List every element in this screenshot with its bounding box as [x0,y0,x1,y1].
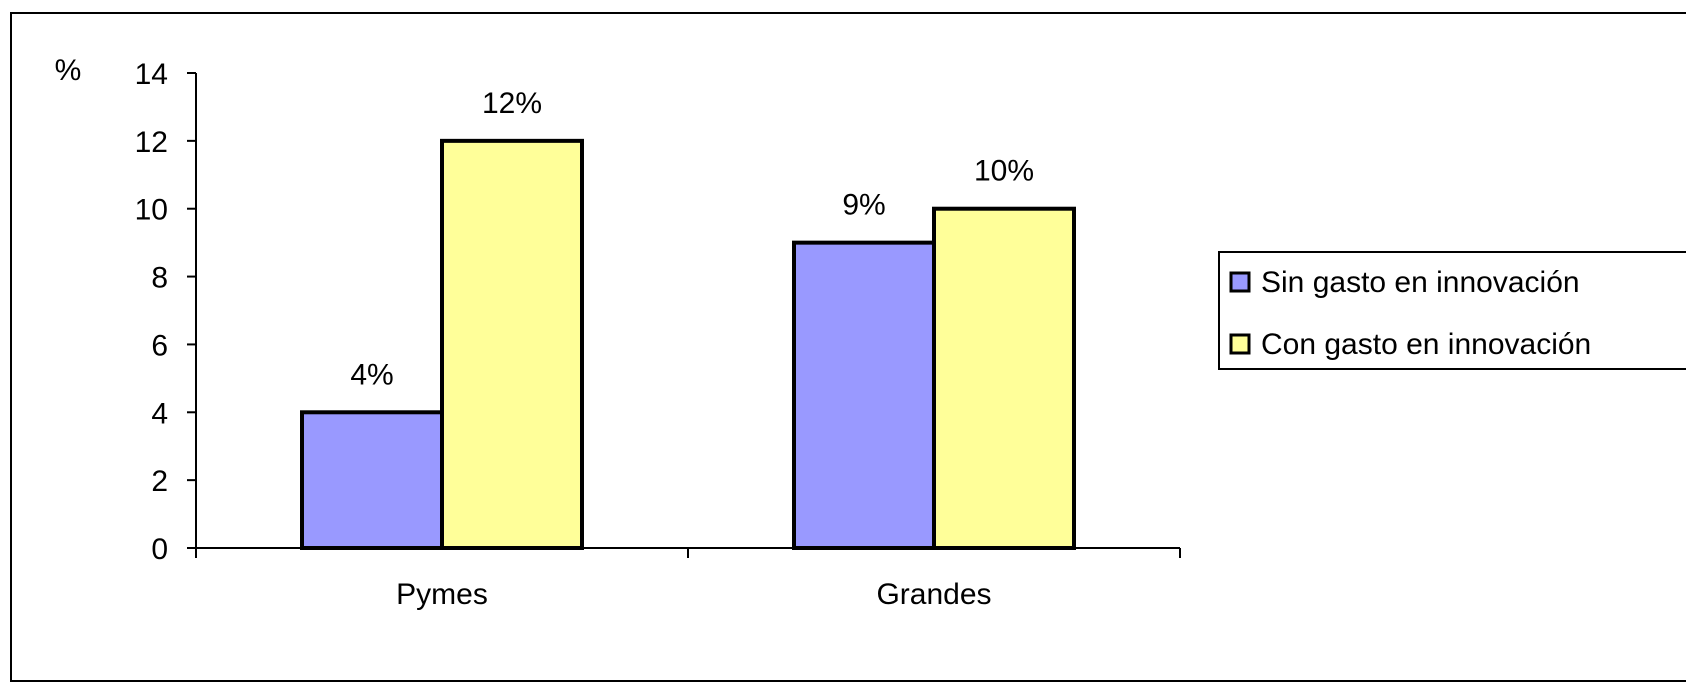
y-tick-label: 10 [135,194,168,227]
bar [300,410,444,550]
legend-box [1218,251,1686,370]
y-axis: 0 2 4 6 8 10 12 14 [135,58,197,566]
y-tick-label: 4 [151,397,168,430]
y-tick-label: 6 [151,329,168,362]
y-axis-label: % [55,54,82,87]
bar [792,240,936,550]
data-label: 12% [482,87,542,120]
y-tick-label: 2 [151,465,168,498]
legend-swatch [1229,333,1251,355]
y-tick-label: 8 [151,262,168,295]
bar [932,206,1076,550]
legend-swatch [1229,271,1251,293]
legend-label: Con gasto en innovación [1261,328,1591,361]
data-label: 9% [842,189,885,222]
x-tick-label: Pymes [396,578,488,611]
y-tick-label: 12 [135,126,168,159]
legend: Sin gasto en innovación Con gasto en inno… [1218,251,1686,370]
data-label: 10% [974,155,1034,188]
bars: 4% 12% 9% 10% [300,87,1076,550]
bar [440,138,584,550]
y-tick-label: 0 [151,533,168,566]
legend-label: Sin gasto en innovación [1261,266,1580,299]
y-tick-label: 14 [135,58,168,91]
x-tick-label: Grandes [876,578,991,611]
data-label: 4% [350,358,393,391]
x-axis: Pymes Grandes [195,547,1181,611]
bar-chart: % 0 2 4 6 8 10 12 14 Pymes Grandes 4% 12% 9% 10% Si… [55,54,1686,611]
